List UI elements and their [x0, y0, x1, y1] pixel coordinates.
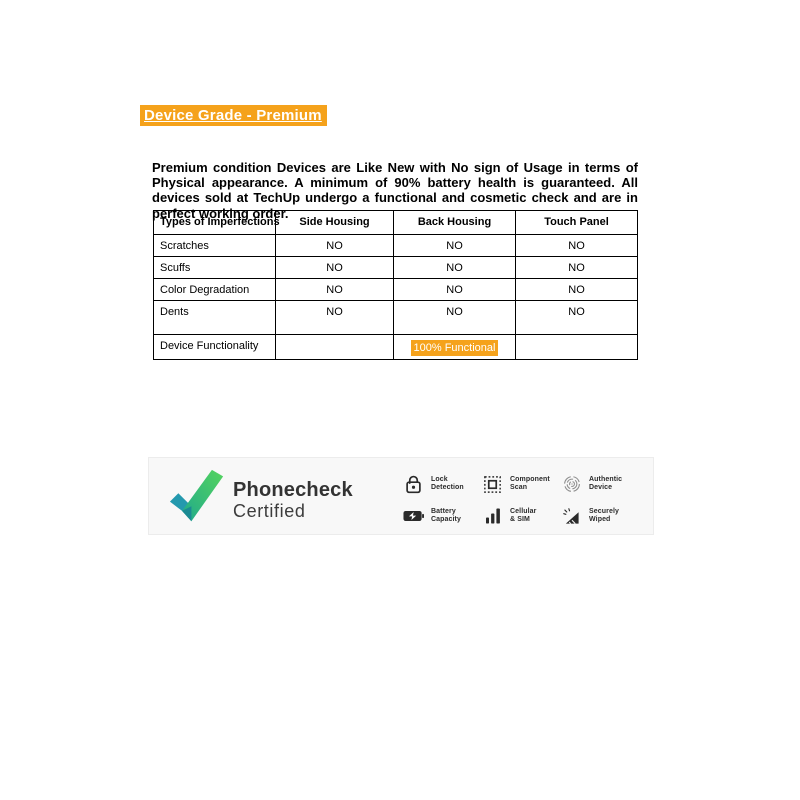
feature-label: Component Scan	[510, 475, 550, 492]
cell-value: NO	[515, 300, 638, 335]
signal-bars-icon	[482, 506, 503, 526]
table-row: Scratches NO NO NO	[153, 234, 638, 257]
cell-value: NO	[275, 256, 394, 279]
feature-cellular-sim: Cellular & SIM	[482, 504, 561, 528]
feature-label: Authentic Device	[589, 475, 623, 492]
checkmark-icon	[169, 466, 225, 531]
cell-value: NO	[393, 256, 516, 279]
feature-label: Securely Wiped	[589, 507, 619, 524]
row-label: Device Functionality	[153, 334, 276, 360]
page-title: Device Grade - Premium	[140, 105, 327, 126]
cell-value: NO	[515, 278, 638, 301]
feature-label: Battery Capacity	[431, 507, 461, 524]
functional-highlight: 100% Functional	[410, 340, 499, 356]
header-touch-panel: Touch Panel	[515, 210, 638, 235]
cell-value: NO	[393, 278, 516, 301]
table-row: Color Degradation NO NO NO	[153, 278, 638, 301]
cell-value	[515, 334, 638, 360]
phonecheck-logo: Phonecheck Certified	[169, 466, 353, 531]
cell-value: NO	[275, 278, 394, 301]
row-label: Color Degradation	[153, 278, 276, 301]
header-types-of-imperfections: Types of Imperfections	[153, 210, 280, 235]
feature-component-scan: Component Scan	[482, 472, 561, 496]
row-label: Scratches	[153, 234, 276, 257]
logo-name: Phonecheck	[233, 479, 353, 501]
battery-icon	[403, 506, 424, 526]
table-header-row: Types of Imperfections Side Housing Back…	[153, 210, 638, 235]
imperfections-table: Types of Imperfections Side Housing Back…	[153, 210, 638, 360]
wipe-icon	[561, 506, 582, 526]
lock-icon	[403, 474, 424, 494]
cell-value: NO	[275, 234, 394, 257]
table-row: Dents NO NO NO	[153, 300, 638, 335]
feature-label: Cellular & SIM	[510, 507, 537, 524]
certification-features: Lock Detection Component Scan	[403, 472, 643, 528]
feature-authentic-device: Authentic Device	[561, 472, 643, 496]
cell-value	[275, 334, 394, 360]
table-row-device-functionality: Device Functionality 100% Functional	[153, 334, 638, 360]
feature-lock-detection: Lock Detection	[403, 472, 482, 496]
logo-text: Phonecheck Certified	[233, 466, 353, 522]
cell-value: NO	[275, 300, 394, 335]
phonecheck-certified-banner: Phonecheck Certified Lock Detection	[148, 457, 654, 535]
row-label: Scuffs	[153, 256, 276, 279]
header-back-housing: Back Housing	[393, 210, 516, 235]
cell-value: NO	[393, 234, 516, 257]
cell-value: NO	[515, 234, 638, 257]
logo-subtitle: Certified	[233, 501, 306, 521]
feature-label: Lock Detection	[431, 475, 464, 492]
row-label: Dents	[153, 300, 276, 335]
cell-value: NO	[515, 256, 638, 279]
feature-securely-wiped: Securely Wiped	[561, 504, 643, 528]
component-scan-icon	[482, 474, 503, 494]
table-row: Scuffs NO NO NO	[153, 256, 638, 279]
feature-battery-capacity: Battery Capacity	[403, 504, 482, 528]
cell-value: NO	[393, 300, 516, 335]
fingerprint-icon	[561, 474, 582, 494]
header-side-housing: Side Housing	[275, 210, 394, 235]
cell-value: 100% Functional	[393, 334, 516, 360]
